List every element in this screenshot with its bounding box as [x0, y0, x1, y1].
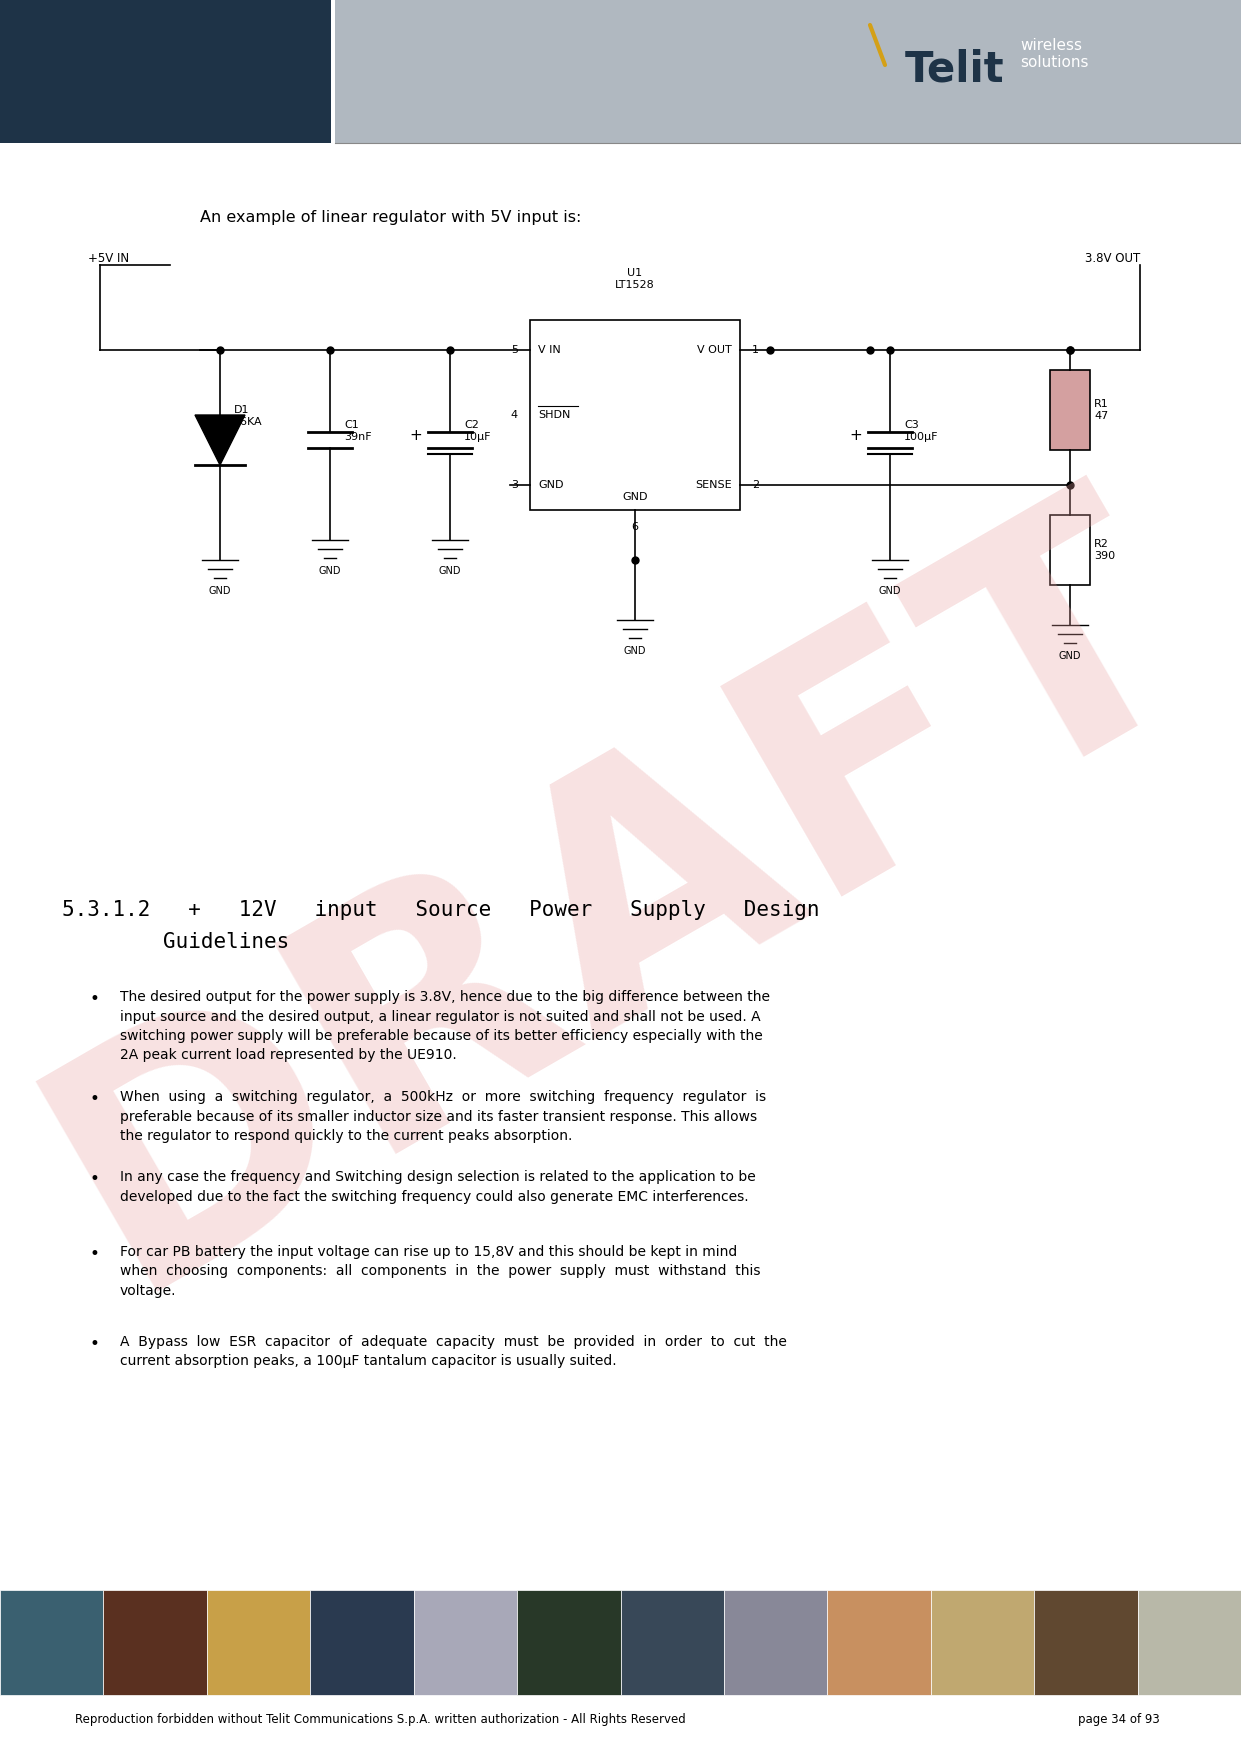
Bar: [0, 1589, 103, 1694]
Bar: [413, 1589, 517, 1694]
Text: •: •: [91, 989, 99, 1009]
Text: 5.3.1.2   +   12V   input   Source   Power   Supply   Design: 5.3.1.2 + 12V input Source Power Supply …: [62, 900, 819, 921]
Text: C2
10μF: C2 10μF: [464, 419, 491, 442]
Bar: [530, 319, 740, 510]
Text: 4: 4: [511, 410, 517, 419]
Bar: [931, 1589, 1034, 1694]
Text: V OUT: V OUT: [697, 346, 732, 354]
Text: 3.8V OUT: 3.8V OUT: [1085, 253, 1140, 265]
Text: R2
390: R2 390: [1095, 538, 1116, 561]
Bar: [620, 1589, 724, 1694]
Text: U1
LT1528: U1 LT1528: [616, 268, 655, 289]
Text: GND: GND: [622, 493, 648, 502]
Text: Telit: Telit: [905, 47, 1005, 89]
Text: page 34 of 93: page 34 of 93: [1078, 1714, 1160, 1726]
Text: D1
16KA: D1 16KA: [235, 405, 263, 426]
Text: +: +: [410, 428, 422, 444]
Text: 5: 5: [511, 346, 517, 354]
Text: The desired output for the power supply is 3.8V, hence due to the big difference: The desired output for the power supply …: [120, 989, 769, 1063]
Bar: [335, 0, 1241, 144]
Bar: [1034, 1589, 1138, 1694]
Text: For car PB battery the input voltage can rise up to 15,8V and this should be kep: For car PB battery the input voltage can…: [120, 1245, 761, 1298]
Bar: [1050, 516, 1090, 586]
Bar: [103, 1589, 207, 1694]
Text: GND: GND: [1059, 651, 1081, 661]
Bar: [517, 1589, 620, 1694]
Text: GND: GND: [439, 567, 462, 575]
Text: 2: 2: [752, 481, 759, 489]
Text: R1
47: R1 47: [1095, 400, 1108, 421]
Text: A  Bypass  low  ESR  capacitor  of  adequate  capacity  must  be  provided  in  : A Bypass low ESR capacitor of adequate c…: [120, 1335, 787, 1368]
Bar: [0, 0, 331, 144]
Text: C1
39nF: C1 39nF: [344, 419, 371, 442]
Text: When  using  a  switching  regulator,  a  500kHz  or  more  switching  frequency: When using a switching regulator, a 500k…: [120, 1089, 766, 1144]
Text: C3
100μF: C3 100μF: [903, 419, 938, 442]
Bar: [207, 1589, 310, 1694]
Text: DRAFT: DRAFT: [0, 449, 1241, 1352]
Bar: [1050, 370, 1090, 451]
Text: An example of linear regulator with 5V input is:: An example of linear regulator with 5V i…: [200, 210, 581, 225]
Text: +: +: [849, 428, 862, 444]
Polygon shape: [195, 416, 244, 465]
Text: 6: 6: [632, 523, 639, 531]
Text: wireless
solutions: wireless solutions: [1020, 37, 1088, 70]
Text: GND: GND: [624, 645, 647, 656]
Text: In any case the frequency and Switching design selection is related to the appli: In any case the frequency and Switching …: [120, 1170, 756, 1203]
Bar: [828, 1589, 931, 1694]
Text: SHDN: SHDN: [539, 410, 571, 419]
Text: V IN: V IN: [539, 346, 561, 354]
Text: SENSE: SENSE: [695, 481, 732, 489]
Text: Reproduction forbidden without Telit Communications S.p.A. written authorization: Reproduction forbidden without Telit Com…: [74, 1714, 686, 1726]
Text: 3: 3: [511, 481, 517, 489]
Bar: [724, 1589, 828, 1694]
Text: GND: GND: [539, 481, 563, 489]
Text: •: •: [91, 1245, 99, 1263]
Bar: [310, 1589, 413, 1694]
Text: GND: GND: [319, 567, 341, 575]
Text: +5V IN: +5V IN: [88, 253, 129, 265]
Text: •: •: [91, 1170, 99, 1187]
Text: GND: GND: [879, 586, 901, 596]
Text: •: •: [91, 1089, 99, 1109]
Text: 1: 1: [752, 346, 759, 354]
Bar: [1138, 1589, 1241, 1694]
Text: •: •: [91, 1335, 99, 1352]
Text: Guidelines: Guidelines: [62, 931, 289, 952]
Text: GND: GND: [208, 586, 231, 596]
